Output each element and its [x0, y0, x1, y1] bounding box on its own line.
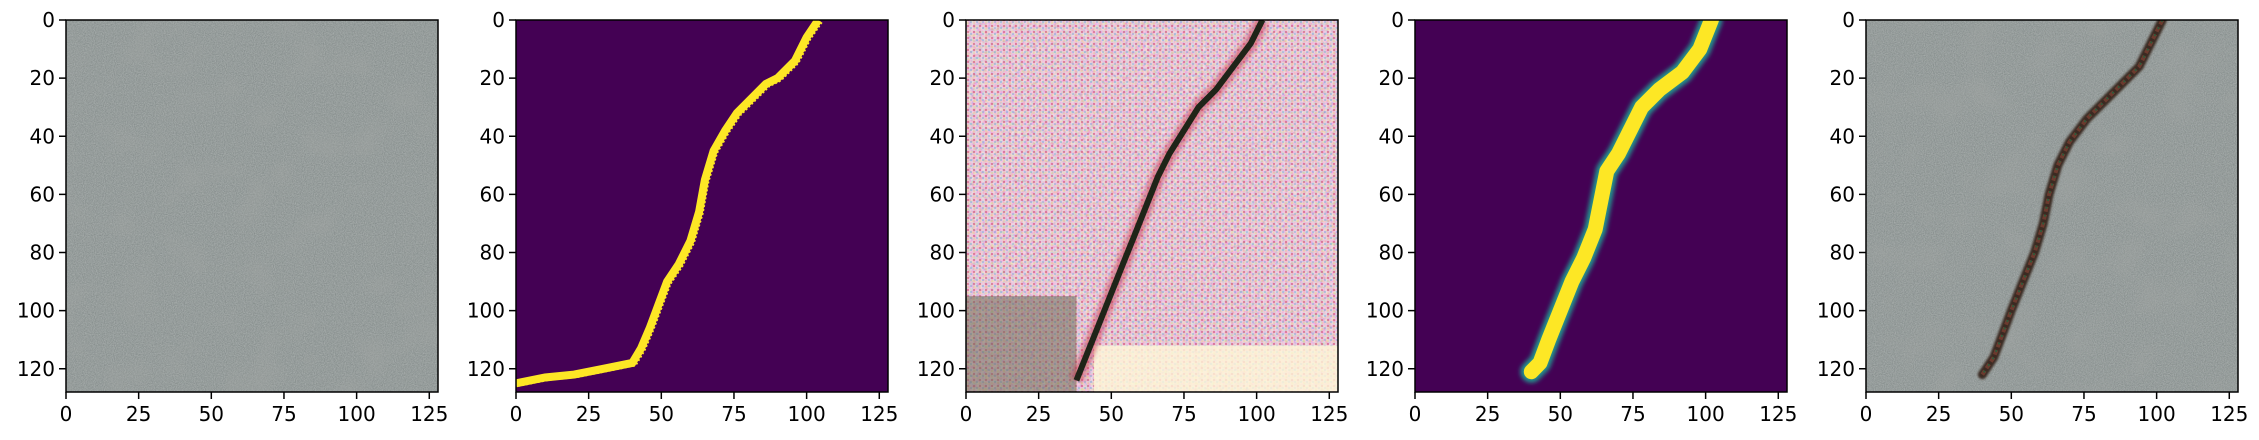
y-tick-label: 40: [1830, 124, 1855, 148]
x-tick-label: 100: [788, 402, 826, 426]
image-area: [516, 20, 888, 392]
y-tick-label: 80: [930, 241, 955, 265]
axes-frame: [965, 19, 1339, 393]
concrete-stains: [66, 20, 438, 392]
subplot-2: 0 25 50 75 100 125 0 20 40 60 80 100 120: [467, 8, 899, 426]
x-tick-label: 125: [860, 402, 898, 426]
y-tick-label: 120: [1366, 357, 1404, 381]
x-tick-label: 75: [721, 402, 746, 426]
axes-frame: [65, 19, 439, 393]
y-tick-label: 100: [1817, 299, 1855, 323]
x-tick-label: 50: [1548, 402, 1573, 426]
y-tick-label: 20: [1830, 66, 1855, 90]
x-tick-label: 25: [1475, 402, 1500, 426]
y-tick-label: 20: [930, 66, 955, 90]
x-tick-label: 100: [2138, 402, 2176, 426]
y-tick-label: 40: [930, 124, 955, 148]
y-tick-label: 120: [17, 357, 55, 381]
x-tick-label: 50: [1999, 402, 2024, 426]
x-tick-label: 0: [60, 402, 73, 426]
y-tick-label: 40: [30, 124, 55, 148]
x-tick-label: 25: [1926, 402, 1951, 426]
x-tick-label: 75: [1171, 402, 1196, 426]
x-tick-label: 100: [1238, 402, 1276, 426]
subplot-4: 0 25 50 75 100 125 0 20 40 60 80 100 120: [1366, 8, 1798, 426]
x-tick-label: 100: [338, 402, 376, 426]
crack-mask-jagged: [518, 21, 823, 387]
crack-mask: [516, 20, 822, 388]
y-tick-label: 60: [30, 182, 55, 206]
y-tick-label: 80: [480, 241, 505, 265]
y-tick-label: 60: [1830, 182, 1855, 206]
axes-frame: [515, 19, 889, 393]
x-tick-label: 50: [649, 402, 674, 426]
bright-band: [1093, 345, 1338, 392]
y-tick-label: 120: [1817, 357, 1855, 381]
x-tick-label: 125: [2210, 402, 2248, 426]
subplot-5: 0 25 50 75 100 125 0 20 40 60 80 100 120: [1817, 8, 2249, 426]
x-tick-label: 50: [199, 402, 224, 426]
y-tick-label: 100: [17, 299, 55, 323]
x-tick-label: 0: [510, 402, 523, 426]
y-tick-label: 20: [30, 66, 55, 90]
crack-mask: [1523, 20, 1719, 380]
axes-frame: [1865, 19, 2239, 393]
crack-tint: [1981, 20, 2164, 376]
y-tick-label: 120: [467, 357, 505, 381]
y-tick-label: 100: [467, 299, 505, 323]
subplot-1: 0 25 50 75 100 125 0 20 40 60 80 100 120: [17, 8, 449, 426]
y-tick-label: 60: [930, 182, 955, 206]
concrete-stains: [1866, 20, 2238, 392]
x-tick-label: 0: [960, 402, 973, 426]
dark-corner: [966, 296, 1077, 392]
x-tick-label: 25: [126, 402, 151, 426]
y-tick-label: 20: [480, 66, 505, 90]
x-tick-label: 75: [2071, 402, 2096, 426]
x-tick-label: 125: [410, 402, 448, 426]
y-tick-label: 20: [1379, 66, 1404, 90]
y-tick-label: 0: [942, 8, 955, 32]
y-tick-label: 40: [480, 124, 505, 148]
y-tick-label: 80: [30, 241, 55, 265]
image-area: [66, 20, 438, 392]
y-tick-label: 0: [1842, 8, 1855, 32]
y-tick-label: 60: [1379, 182, 1404, 206]
subplot-3: 0 25 50 75 100 125 0 20 40 60 80 100 120: [917, 8, 1349, 426]
x-tick-label: 0: [1409, 402, 1422, 426]
axes-frame: [1414, 19, 1788, 393]
image-area: [966, 20, 1338, 392]
y-tick-label: 0: [42, 8, 55, 32]
y-tick-label: 120: [917, 357, 955, 381]
y-tick-label: 40: [1379, 124, 1404, 148]
x-tick-label: 100: [1687, 402, 1725, 426]
y-tick-label: 0: [1391, 8, 1404, 32]
image-area: [1866, 20, 2238, 392]
y-tick-label: 100: [917, 299, 955, 323]
image-area: [1415, 20, 1787, 392]
generated-crack: [1073, 20, 1266, 382]
x-tick-label: 0: [1860, 402, 1873, 426]
x-tick-label: 25: [576, 402, 601, 426]
y-tick-label: 80: [1379, 241, 1404, 265]
x-tick-label: 125: [1310, 402, 1348, 426]
y-tick-label: 60: [480, 182, 505, 206]
y-tick-label: 0: [492, 8, 505, 32]
y-tick-label: 80: [1830, 241, 1855, 265]
x-tick-label: 25: [1026, 402, 1051, 426]
x-tick-label: 50: [1099, 402, 1124, 426]
y-tick-label: 100: [1366, 299, 1404, 323]
x-tick-label: 125: [1759, 402, 1797, 426]
x-tick-label: 75: [271, 402, 296, 426]
x-tick-label: 75: [1620, 402, 1645, 426]
